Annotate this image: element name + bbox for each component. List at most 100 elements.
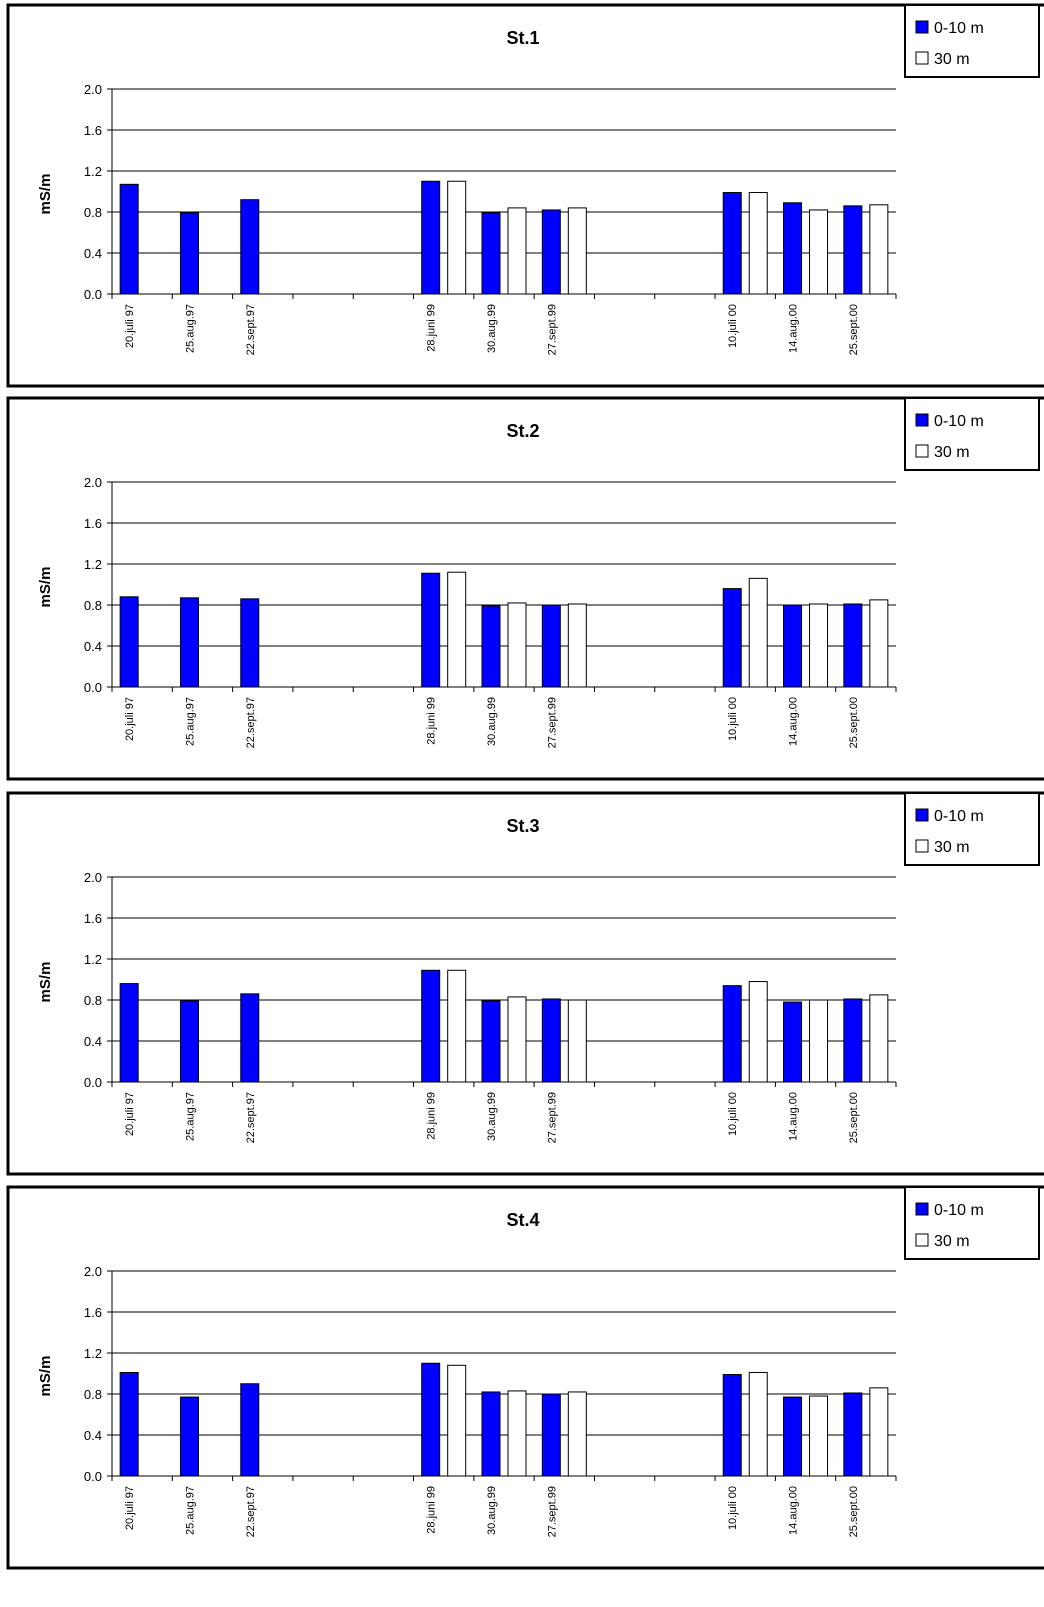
y-tick-label: 1.2 [84, 1346, 102, 1361]
y-tick-label: 0.8 [84, 205, 102, 220]
chart-frame [6, 3, 1044, 388]
x-tick-label: 27.sept.99 [546, 1486, 558, 1537]
y-tick-label: 0.4 [84, 1034, 102, 1049]
x-tick-label: 14.aug.00 [788, 1486, 800, 1535]
x-tick-label: 25.aug.97 [184, 697, 196, 746]
x-tick-label: 27.sept.99 [546, 697, 558, 748]
y-tick-label: 0.0 [84, 680, 102, 695]
bar-30m [447, 180, 467, 295]
bar-30m [748, 981, 768, 1083]
x-tick-label: 14.aug.00 [788, 304, 800, 353]
x-tick-label: 25.aug.97 [184, 304, 196, 353]
legend-swatch [915, 1202, 929, 1216]
bar-0-10m [481, 605, 501, 688]
y-tick-label: 0.0 [84, 287, 102, 302]
x-tick-label: 30.aug.99 [486, 1092, 498, 1141]
bar-30m [869, 994, 889, 1083]
bar-30m [507, 207, 527, 295]
bar-30m [507, 602, 527, 688]
bar-0-10m [179, 1396, 199, 1477]
x-tick-label: 20.juli 97 [124, 304, 136, 348]
bar-0-10m [783, 1396, 803, 1477]
x-tick-label: 14.aug.00 [788, 1092, 800, 1141]
legend-label: 0-10 m [934, 413, 984, 430]
bar-30m [869, 599, 889, 688]
y-tick-label: 1.6 [84, 1305, 102, 1320]
bar-0-10m [541, 1393, 561, 1477]
bar-0-10m [179, 212, 199, 295]
bar-0-10m [421, 969, 441, 1083]
y-tick-label: 2.0 [84, 870, 102, 885]
bar-30m [869, 204, 889, 295]
bar-30m [507, 996, 527, 1083]
bar-0-10m [179, 597, 199, 688]
bar-0-10m [421, 180, 441, 295]
chart-panel: St.3 mS/m 0.0 0.4 0.8 1.2 1.6 2.0 20.juli 97 25.a… [6, 791, 1044, 1176]
y-axis-label: mS/m [37, 962, 54, 1003]
legend-label: 30 m [934, 1233, 970, 1250]
y-tick-label: 2.0 [84, 1264, 102, 1279]
bar-0-10m [843, 205, 863, 295]
bar-0-10m [783, 604, 803, 688]
legend-box [904, 792, 1040, 866]
x-tick-label: 22.sept.97 [245, 1092, 257, 1143]
bar-30m [447, 1364, 467, 1477]
legend-label: 0-10 m [934, 1202, 984, 1219]
x-tick-label: 14.aug.00 [788, 697, 800, 746]
bar-30m [567, 603, 587, 688]
bar-30m [507, 1390, 527, 1477]
y-tick-label: 1.2 [84, 164, 102, 179]
chart-frame [6, 791, 1044, 1176]
legend-swatch [915, 444, 929, 458]
bar-0-10m [843, 603, 863, 688]
chart-title: St.3 [506, 816, 539, 836]
x-tick-label: 20.juli 97 [124, 1092, 136, 1136]
legend-box [904, 4, 1040, 78]
bar-0-10m [421, 1362, 441, 1477]
bar-30m [567, 1391, 587, 1477]
x-tick-label: 10.juli 00 [727, 304, 739, 348]
legend: 0-10 m 30 m [904, 4, 1040, 78]
legend-label: 30 m [934, 839, 970, 856]
legend-box [904, 397, 1040, 471]
x-tick-label: 10.juli 00 [727, 1092, 739, 1136]
bar-30m [748, 192, 768, 295]
x-tick-label: 30.aug.99 [486, 697, 498, 746]
bar-0-10m [843, 1392, 863, 1477]
y-tick-label: 1.6 [84, 123, 102, 138]
bar-30m [869, 1387, 889, 1477]
y-tick-label: 0.8 [84, 598, 102, 613]
chart-title: St.2 [506, 421, 539, 441]
chart-title: St.1 [506, 28, 539, 48]
bar-30m [809, 1395, 829, 1477]
bar-30m [809, 999, 829, 1083]
bar-0-10m [119, 596, 139, 688]
x-tick-label: 28.juni 99 [426, 304, 438, 352]
x-tick-label: 25.sept.00 [848, 304, 860, 355]
legend-swatch [915, 839, 929, 853]
x-tick-label: 20.juli 97 [124, 697, 136, 741]
y-tick-label: 0.8 [84, 1387, 102, 1402]
bar-0-10m [481, 1000, 501, 1083]
x-tick-label: 22.sept.97 [245, 697, 257, 748]
bar-0-10m [179, 1000, 199, 1083]
bar-0-10m [119, 983, 139, 1083]
bar-30m [567, 999, 587, 1083]
x-tick-label: 28.juni 99 [426, 697, 438, 745]
x-tick-label: 27.sept.99 [546, 1092, 558, 1143]
bar-0-10m [722, 588, 742, 688]
x-tick-label: 25.sept.00 [848, 1092, 860, 1143]
bar-30m [748, 1371, 768, 1477]
y-tick-label: 0.4 [84, 1428, 102, 1443]
bar-0-10m [783, 202, 803, 295]
y-tick-label: 0.4 [84, 246, 102, 261]
bar-0-10m [240, 1383, 260, 1477]
x-tick-label: 28.juni 99 [426, 1092, 438, 1140]
chart-frame [6, 1185, 1044, 1570]
bar-0-10m [783, 1001, 803, 1083]
y-tick-label: 1.2 [84, 952, 102, 967]
bar-30m [809, 603, 829, 688]
y-tick-label: 0.0 [84, 1075, 102, 1090]
